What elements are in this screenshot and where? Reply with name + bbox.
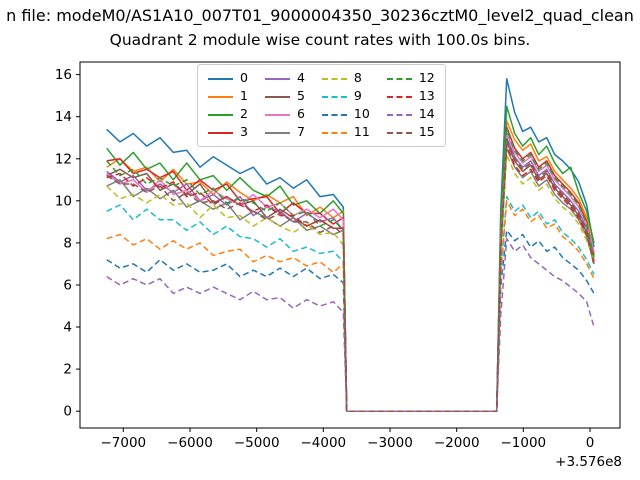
- legend-item-0: 0: [208, 71, 248, 86]
- legend-item-11: 11: [321, 124, 370, 140]
- y-tick-label: 16: [55, 67, 72, 83]
- legend-item-15: 15: [386, 124, 435, 140]
- legend-label: 6: [296, 106, 305, 122]
- series-line-15: [106, 139, 595, 412]
- legend-line-sample: [264, 77, 290, 80]
- legend-label: 5: [296, 88, 305, 104]
- figure-title-filename: n file: modeM0/AS1A10_007T01_9000004350_…: [6, 6, 634, 25]
- legend-line-sample: [386, 77, 412, 80]
- legend-line-sample: [264, 95, 290, 98]
- y-tick-label: 10: [55, 193, 72, 209]
- axes-title: Quadrant 2 module wise count rates with …: [109, 31, 531, 49]
- series-line-11: [106, 200, 595, 412]
- legend-label: 10: [353, 106, 370, 122]
- legend-label: 7: [296, 124, 305, 140]
- legend-item-7: 7: [264, 124, 305, 140]
- legend-item-13: 13: [386, 88, 435, 104]
- legend-line-sample: [264, 131, 290, 134]
- y-tick-label: 12: [55, 151, 72, 167]
- legend-line-sample: [208, 77, 233, 80]
- legend-line-sample: [264, 113, 290, 116]
- legend: 0 1 2 3 4 5 6 7 8 9 10 11 12 13 14 15: [197, 64, 446, 147]
- legend-line-sample: [386, 95, 412, 98]
- series-line-9: [106, 195, 595, 412]
- legend-label: 3: [240, 124, 248, 140]
- legend-item-10: 10: [321, 106, 370, 122]
- legend-item-2: 2: [208, 107, 248, 122]
- legend-item-5: 5: [264, 88, 305, 104]
- series-line-13: [106, 145, 595, 412]
- legend-label: 8: [353, 70, 362, 86]
- legend-line-sample: [208, 131, 233, 134]
- legend-label: 9: [353, 88, 362, 104]
- legend-item-3: 3: [208, 125, 248, 140]
- y-tick-label: 8: [63, 235, 72, 251]
- legend-label: 0: [240, 70, 248, 86]
- y-tick-label: 14: [55, 109, 72, 125]
- x-axis-offset-label: +3.576e8: [555, 454, 622, 470]
- series-line-14: [106, 237, 595, 412]
- x-tick-label: −2000: [434, 435, 480, 451]
- legend-label: 15: [418, 124, 435, 140]
- legend-line-sample: [386, 113, 412, 116]
- series-line-4: [106, 136, 595, 412]
- legend-item-6: 6: [264, 106, 305, 122]
- x-tick-label: −6000: [167, 435, 213, 451]
- legend-item-4: 4: [264, 70, 305, 86]
- legend-item-8: 8: [321, 70, 370, 86]
- x-tick-label: −4000: [300, 435, 346, 451]
- legend-line-sample: [208, 113, 233, 116]
- legend-label: 1: [240, 88, 248, 104]
- x-tick-label: −1000: [500, 435, 546, 451]
- legend-line-sample: [386, 131, 412, 134]
- legend-item-14: 14: [386, 106, 435, 122]
- legend-label: 13: [418, 88, 435, 104]
- y-tick-label: 0: [63, 404, 72, 420]
- axes-box: [79, 61, 621, 429]
- legend-label: 14: [418, 106, 435, 122]
- x-tick-label: 0: [586, 435, 595, 451]
- y-tick-label: 2: [63, 362, 72, 378]
- legend-label: 4: [296, 70, 305, 86]
- x-tick-label: −7000: [100, 435, 146, 451]
- legend-label: 11: [353, 124, 370, 140]
- y-tick-label: 6: [63, 278, 72, 294]
- legend-line-sample: [321, 77, 347, 80]
- legend-item-12: 12: [386, 70, 435, 86]
- x-tick-label: −5000: [234, 435, 280, 451]
- x-tick-label: −3000: [367, 435, 413, 451]
- legend-line-sample: [321, 95, 347, 98]
- legend-label: 2: [240, 106, 248, 122]
- legend-line-sample: [321, 131, 347, 134]
- series-line-10: [106, 229, 595, 412]
- legend-item-1: 1: [208, 89, 248, 104]
- legend-label: 12: [418, 70, 435, 86]
- legend-line-sample: [321, 113, 347, 116]
- y-tick-label: 4: [63, 320, 72, 336]
- legend-line-sample: [208, 95, 233, 98]
- legend-item-9: 9: [321, 88, 370, 104]
